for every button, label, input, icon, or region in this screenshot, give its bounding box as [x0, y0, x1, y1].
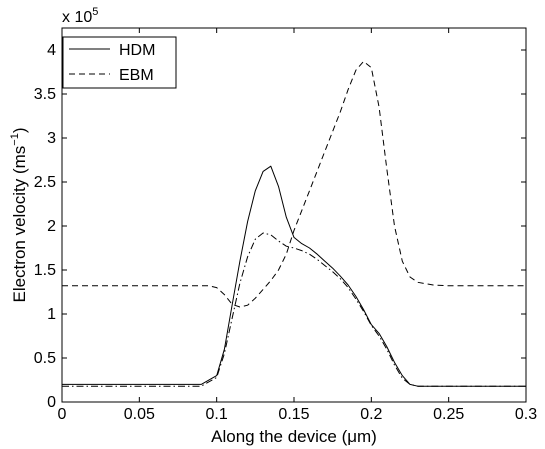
y-multiplier: x 105 — [62, 6, 98, 26]
y-axis-label-sup: −1 — [9, 133, 21, 146]
x-axis-label: Along the device (μm) — [211, 427, 377, 446]
x-tick-label: 0.1 — [206, 406, 228, 423]
plot-area — [61, 27, 527, 403]
legend-box — [62, 36, 177, 89]
series-layer — [62, 60, 526, 387]
y-tick-label: 1 — [47, 306, 56, 323]
legend: HDM EBM — [62, 36, 177, 89]
y-multiplier-base: x 10 — [62, 9, 92, 26]
y-axis-label: Electron velocity (ms−1) — [9, 127, 29, 302]
y-axis-label-close: ) — [10, 127, 29, 133]
y-tick-label: 0 — [47, 394, 56, 411]
x-tick-label: 0.15 — [278, 406, 309, 423]
series-line-ebm — [62, 60, 526, 308]
y-tick-label: 2.5 — [34, 174, 56, 191]
x-tick-label: 0.3 — [515, 406, 537, 423]
y-multiplier-exponent: 5 — [92, 6, 98, 18]
y-tick-label: 0.5 — [34, 350, 56, 367]
series-line-unlabeled-2 — [62, 232, 526, 387]
y-tick-label: 4 — [47, 42, 56, 59]
y-tick-label: 1.5 — [34, 262, 56, 279]
axis-ticks: 0 0.05 0.1 0.15 0.2 0.25 0.3 0 0.5 1 1.5 2 2.5 3 3.5 4 — [34, 28, 537, 423]
y-tick-label: 3 — [47, 130, 56, 147]
x-tick-label: 0.25 — [433, 406, 464, 423]
y-tick-label: 3.5 — [34, 86, 56, 103]
y-tick-label: 2 — [47, 218, 56, 235]
x-tick-label: 0 — [58, 406, 67, 423]
series-line-hdm — [62, 165, 526, 387]
x-tick-label: 0.05 — [124, 406, 155, 423]
x-tick-label: 0.2 — [360, 406, 382, 423]
y-axis-label-main: Electron velocity (ms — [10, 146, 29, 303]
legend-label-ebm: EBM — [119, 67, 154, 84]
legend-label-hdm: HDM — [119, 42, 155, 59]
